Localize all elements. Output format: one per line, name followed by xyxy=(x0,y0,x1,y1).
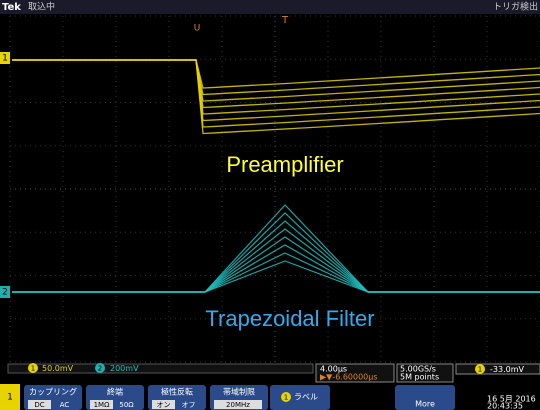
more-label: More xyxy=(415,400,435,409)
menu-button-title: 終端 xyxy=(107,387,123,397)
menu-button-title: カップリング xyxy=(29,387,77,397)
position-marker: U xyxy=(194,24,201,34)
menu-option-label: オフ xyxy=(182,401,196,409)
menu-option-label: AC xyxy=(60,401,70,409)
acq-status: 取込中 xyxy=(28,1,55,13)
menu-channel-label: 1 xyxy=(7,393,13,403)
trigger-level: -33.0mV xyxy=(490,365,524,374)
menu-option-label: 50Ω xyxy=(119,401,134,409)
menu-option-label: DC xyxy=(34,401,44,409)
menu-button-title: 帯域制限 xyxy=(223,387,255,397)
record-length: 5M points xyxy=(400,373,439,382)
annotation: Trapezoidal Filter xyxy=(205,306,374,331)
ch1-num: 1 xyxy=(31,365,35,373)
top-bar xyxy=(0,0,540,14)
time: 20:43:35 xyxy=(487,402,523,410)
brand: Tek xyxy=(2,2,21,13)
horizontal-delay: ▶▼-6.60000µs xyxy=(320,373,378,382)
annotation: Preamplifier xyxy=(226,152,343,177)
ch1-scale: 50.0mV xyxy=(42,364,74,373)
trigger-ch: 1 xyxy=(478,366,482,374)
menu-button-title: 極性反転 xyxy=(161,387,193,397)
scope-screen: Tek 取込中 トリガ検出 Preamplifier Trapezoidal F… xyxy=(0,0,540,410)
trigger-status: トリガ検出 xyxy=(493,1,538,13)
ch1-marker-label: 1 xyxy=(2,54,8,64)
ch2-marker-label: 2 xyxy=(2,288,8,298)
trigger-marker: T xyxy=(281,15,289,26)
menu-option-label: オン xyxy=(157,401,171,409)
ch2-num: 2 xyxy=(98,365,102,373)
label-text: ラベル xyxy=(294,393,318,402)
menu-option-label: 20MHz xyxy=(226,401,250,409)
label-num: 1 xyxy=(284,394,288,402)
ch2-scale: 200mV xyxy=(110,364,139,373)
menu-option-label: 1MΩ xyxy=(94,401,110,409)
background xyxy=(0,0,540,410)
